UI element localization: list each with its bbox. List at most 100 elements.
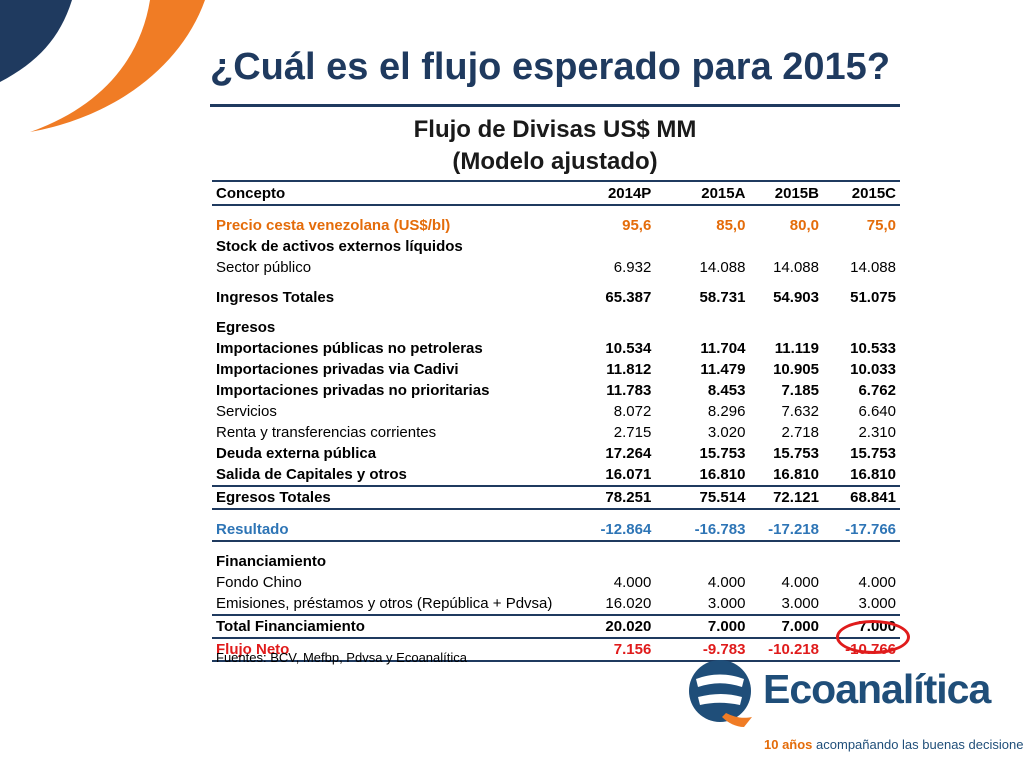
cell-value: 20.020 [580, 615, 656, 639]
cell-value: 6.932 [613, 259, 652, 276]
cell-value: 7.185 [781, 382, 819, 399]
cell-value: 16.810 [699, 466, 746, 483]
row-label: Importaciones privadas no prioritarias [216, 382, 490, 399]
highlight-circle [836, 620, 910, 654]
cell-value: 68.841 [822, 485, 900, 510]
cell-value [655, 551, 749, 572]
row-label: Ingresos Totales [216, 289, 335, 306]
cell-value: 16.810 [850, 466, 896, 483]
cell-value: 17.264 [605, 445, 652, 462]
tagline-years: 10 años [764, 737, 813, 752]
cell-value: 3.000 [822, 593, 900, 616]
row-label: Total Financiamiento [212, 615, 581, 639]
row-label: Salida de Capitales y otros [216, 466, 407, 483]
table-row: Importaciones privadas via Cadivi 11.812… [212, 359, 900, 380]
row-label: Importaciones privadas via Cadivi [216, 361, 459, 378]
cell-value: -16.783 [655, 519, 750, 542]
cell-value: 75,0 [866, 217, 896, 234]
cell-value: 15.753 [699, 445, 746, 462]
spacer-row [212, 278, 900, 287]
header-cell: 2015A [655, 180, 750, 206]
cell-value [749, 551, 823, 572]
cell-value: 65.387 [605, 289, 652, 306]
cell-value: 15.753 [773, 445, 819, 462]
cell-value: 3.000 [655, 593, 750, 616]
cell-value: 8.296 [707, 403, 746, 420]
cell-value: 4.000 [613, 574, 652, 591]
table-row: Egresos Totales 78.251 75.514 72.121 68.… [212, 485, 900, 510]
header-cell: 2015B [749, 180, 823, 206]
cell-value: 6.640 [858, 403, 896, 420]
header-cell: 2015C [822, 180, 900, 206]
cell-value: 8.072 [613, 403, 652, 420]
cell-value [749, 317, 823, 338]
cell-value [580, 317, 655, 338]
cell-value: 8.453 [707, 382, 746, 399]
cell-value: 7.632 [781, 403, 819, 420]
cell-value [749, 236, 823, 257]
cell-value [655, 236, 749, 257]
table-row: Emisiones, préstamos y otros (República … [212, 593, 900, 616]
cell-value: -9.783 [655, 638, 750, 662]
table-row: Total Financiamiento 20.020 7.000 7.000 … [212, 615, 900, 639]
cash-flow-table: Concepto 2014P 2015A 2015B 2015C Precio … [212, 180, 900, 662]
table-row: Renta y transferencias corrientes 2.715 … [212, 422, 900, 443]
cell-value: 4.000 [858, 574, 896, 591]
cell-value: 14.088 [699, 259, 746, 276]
cell-value: 3.000 [749, 593, 823, 616]
cell-value [823, 317, 900, 338]
row-label: Egresos [216, 319, 276, 336]
cell-value: 2.310 [858, 424, 896, 441]
cell-value [823, 551, 900, 572]
cell-value: 72.121 [749, 485, 823, 510]
table-row: Fondo Chino 4.000 4.000 4.000 4.000 [212, 572, 900, 593]
table-row: Importaciones públicas no petroleras 10.… [212, 338, 900, 359]
cell-value: -12.864 [580, 519, 656, 542]
table-row: Servicios 8.072 8.296 7.632 6.640 [212, 401, 900, 422]
cell-value [580, 236, 655, 257]
title-divider [210, 104, 900, 107]
cell-value: -17.766 [822, 519, 900, 542]
cell-value: 14.088 [850, 259, 896, 276]
cell-value: 7.156 [580, 638, 656, 662]
row-label: Importaciones públicas no petroleras [216, 340, 483, 357]
cell-value: 7.000 [749, 615, 823, 639]
brand-tagline: 10 años acompañando las buenas decisione… [764, 737, 1024, 752]
cell-value: -10.218 [749, 638, 823, 662]
cell-value: 7.000 [655, 615, 750, 639]
cell-value: 11.119 [774, 340, 819, 357]
tagline-text: acompañando las buenas decisiones [812, 737, 1024, 752]
brand-name: Ecoanalítica [763, 666, 991, 712]
cell-value: 4.000 [781, 574, 819, 591]
row-label: Flujo Neto [212, 638, 581, 662]
row-label: Emisiones, préstamos y otros (República … [212, 593, 581, 616]
row-label: Renta y transferencias corrientes [216, 424, 437, 441]
cell-value: 78.251 [580, 485, 656, 510]
table-header-row: Concepto 2014P 2015A 2015B 2015C [212, 180, 900, 206]
cell-value: 10.534 [605, 340, 652, 357]
row-label: Sector público [216, 259, 312, 276]
table-row: Stock de activos externos líquidos [212, 236, 900, 257]
cell-value: 51.075 [850, 289, 896, 306]
cell-value: 6.762 [858, 382, 896, 399]
row-label: Servicios [216, 403, 277, 420]
cell-value: 11.704 [700, 340, 746, 357]
cell-value: 16.810 [773, 466, 819, 483]
table-row: Financiamiento [212, 551, 900, 572]
row-label: Fondo Chino [216, 574, 302, 591]
cell-value: 95,6 [622, 217, 652, 234]
cell-value: 58.731 [699, 289, 746, 306]
cell-value: 11.812 [606, 361, 652, 378]
source-note: Fuentes: BCV, Mefbp, Pdvsa y Ecoanalític… [216, 650, 467, 665]
ecoanalitica-logo-icon [689, 660, 752, 727]
cell-value: 3.020 [707, 424, 746, 441]
row-label: Stock de activos externos líquidos [216, 238, 463, 255]
spacer-row [212, 205, 900, 215]
cell-value: 10.905 [773, 361, 819, 378]
table-row: Ingresos Totales 65.387 58.731 54.903 51… [212, 287, 900, 308]
table-row: Sector público 6.932 14.088 14.088 14.08… [212, 257, 900, 278]
cell-value: 16.020 [580, 593, 656, 616]
cell-value: 2.718 [781, 424, 819, 441]
cell-value: 80,0 [789, 217, 819, 234]
cell-value [655, 317, 749, 338]
